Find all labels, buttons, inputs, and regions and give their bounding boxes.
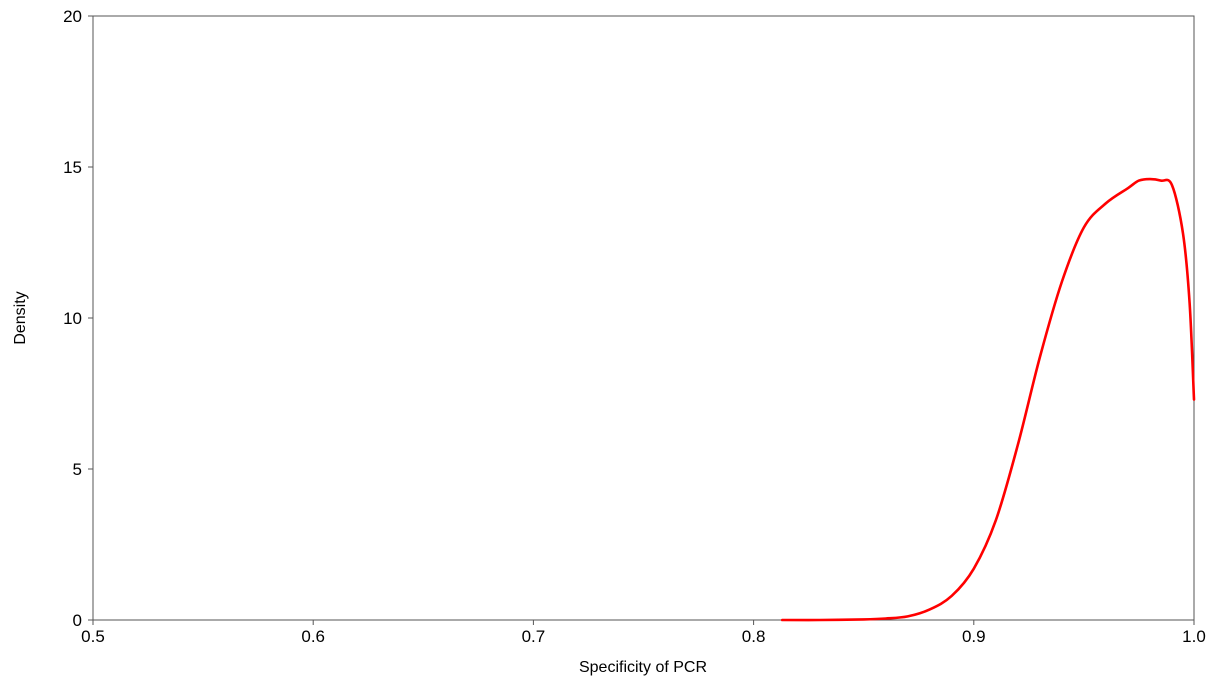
x-tick-label: 0.5 (81, 627, 105, 646)
x-tick-label: 0.6 (301, 627, 325, 646)
x-tick-label: 0.7 (522, 627, 546, 646)
x-axis-ticks: 0.5 0.6 0.7 0.8 0.9 1.0 (81, 620, 1206, 646)
y-tick-label: 5 (73, 460, 82, 479)
series-layer (780, 177, 1196, 622)
plot-frame (92, 15, 1195, 621)
density-curve (780, 177, 1196, 622)
x-tick-label: 0.8 (742, 627, 766, 646)
y-axis-title: Density (12, 291, 29, 344)
y-tick-label: 0 (73, 611, 82, 630)
y-tick-label: 20 (63, 7, 82, 26)
y-tick-label: 10 (63, 309, 82, 328)
x-tick-label: 0.9 (962, 627, 986, 646)
x-tick-label: 1.0 (1182, 627, 1206, 646)
x-axis-title: Specificity of PCR (579, 659, 707, 676)
y-axis-ticks: 0 5 10 15 20 (63, 7, 93, 630)
y-tick-label: 15 (63, 158, 82, 177)
